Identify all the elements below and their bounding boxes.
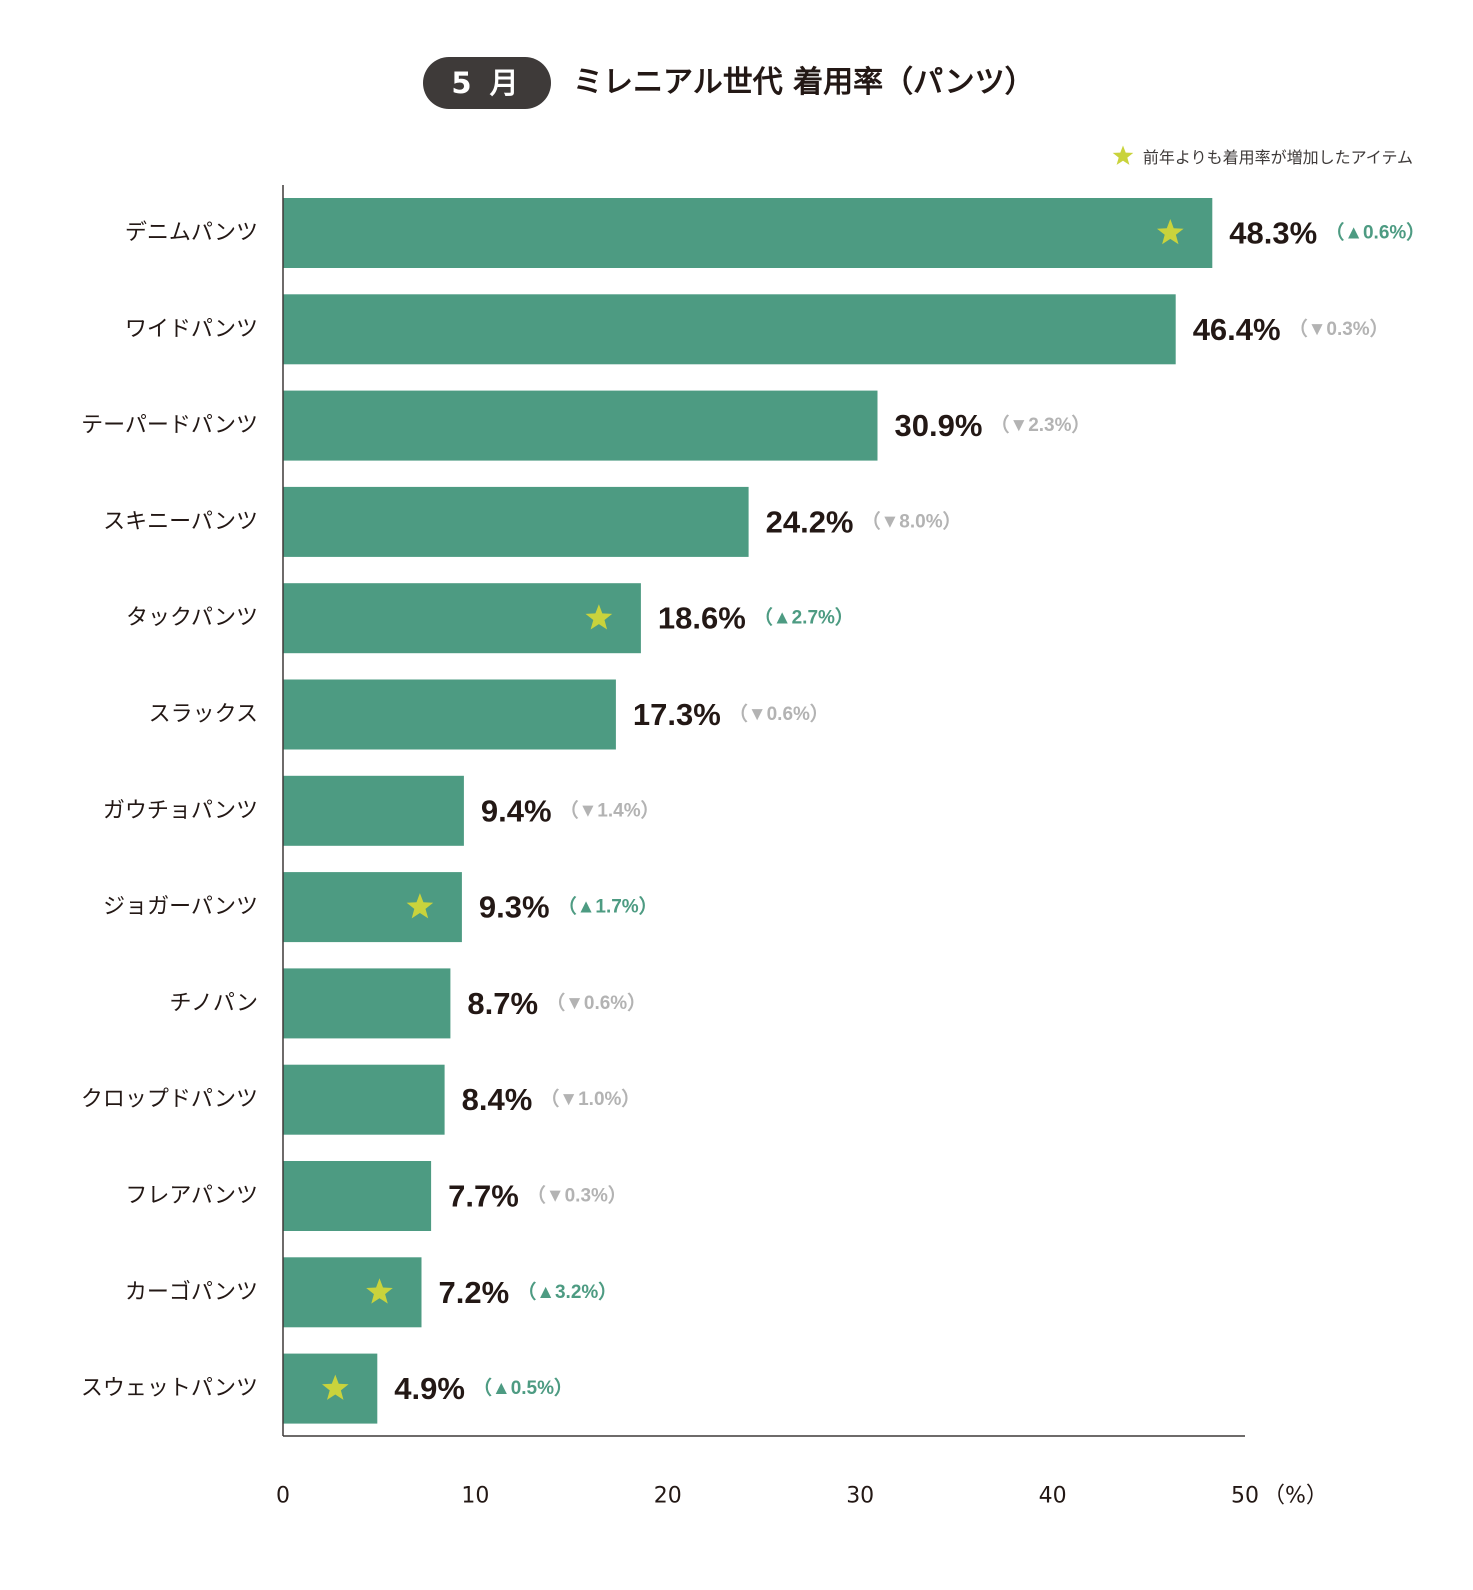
star-icon xyxy=(322,1374,349,1400)
bar xyxy=(283,1064,445,1135)
star-icon xyxy=(406,893,434,919)
change-label: （▼0.3%） xyxy=(1289,317,1389,340)
change-label: （▲0.6%） xyxy=(1325,221,1425,244)
value-label: 18.6% xyxy=(658,601,746,636)
category-label: タックパンツ xyxy=(126,606,258,631)
category-label: クロップドパンツ xyxy=(81,1087,258,1112)
bar xyxy=(283,872,462,943)
change-label: （▼1.4%） xyxy=(560,798,660,821)
category-label: ジョガーパンツ xyxy=(103,895,258,920)
change-label: （▲1.7%） xyxy=(558,895,658,918)
value-label: 46.4% xyxy=(1193,312,1281,347)
value-label: 7.2% xyxy=(439,1275,510,1310)
category-label: フレアパンツ xyxy=(125,1184,258,1209)
x-tick-label: 50 xyxy=(1231,1484,1259,1509)
change-label: （▲2.7%） xyxy=(754,606,854,629)
bar xyxy=(283,775,464,846)
value-label: 17.3% xyxy=(633,697,721,732)
value-label: 30.9% xyxy=(895,408,983,443)
change-label: （▼0.6%） xyxy=(729,702,829,725)
value-label: 48.3% xyxy=(1229,216,1317,251)
bar xyxy=(283,486,749,557)
bar xyxy=(283,583,641,654)
category-label: ガウチョパンツ xyxy=(103,798,258,823)
x-tick-label: 40 xyxy=(1039,1484,1067,1509)
chart-header: 5 月 ミレニアル世代 着用率（パンツ） xyxy=(0,57,1473,113)
star-icon xyxy=(585,604,613,630)
star-icon xyxy=(1112,145,1134,165)
change-label: （▼0.6%） xyxy=(546,991,646,1014)
x-tick-label: 10 xyxy=(461,1484,489,1509)
value-label: 7.7% xyxy=(448,1179,519,1214)
bar xyxy=(283,1257,422,1328)
star-icon xyxy=(1157,219,1184,245)
change-label: （▼1.0%） xyxy=(540,1087,640,1110)
category-label: スキニーパンツ xyxy=(103,509,258,534)
x-tick-label: 30 xyxy=(846,1484,874,1509)
change-label: （▼0.3%） xyxy=(527,1184,627,1207)
category-label: テーパードパンツ xyxy=(81,413,258,438)
category-label: デニムパンツ xyxy=(125,221,258,246)
x-tick-label: 20 xyxy=(654,1484,682,1509)
month-badge: 5 月 xyxy=(423,57,551,109)
bar xyxy=(283,390,878,461)
star-icon xyxy=(366,1278,393,1304)
value-label: 8.7% xyxy=(467,986,538,1021)
value-label: 9.3% xyxy=(479,890,550,925)
category-label: カーゴパンツ xyxy=(125,1280,258,1305)
category-label: スウェットパンツ xyxy=(81,1376,258,1401)
x-axis-unit: （%） xyxy=(1263,1484,1328,1509)
category-label: チノパン xyxy=(170,991,258,1016)
value-label: 9.4% xyxy=(481,793,552,828)
value-label: 24.2% xyxy=(766,504,854,539)
change-label: （▼2.3%） xyxy=(990,413,1090,436)
value-label: 4.9% xyxy=(394,1371,465,1406)
category-label: スラックス xyxy=(149,702,258,727)
category-label: ワイドパンツ xyxy=(125,317,258,342)
bar xyxy=(283,679,616,750)
value-label: 8.4% xyxy=(462,1082,533,1117)
chart-title: ミレニアル世代 着用率（パンツ） xyxy=(573,65,1035,100)
x-tick-label: 0 xyxy=(276,1484,290,1509)
change-label: （▲3.2%） xyxy=(517,1280,617,1303)
change-label: （▼8.0%） xyxy=(862,509,962,532)
legend-label: 前年よりも着用率が増加したアイテム xyxy=(1142,148,1413,167)
bar xyxy=(283,968,451,1039)
legend: 前年よりも着用率が増加したアイテム xyxy=(1111,144,1413,168)
bar xyxy=(283,1161,432,1231)
bar xyxy=(283,198,1213,268)
change-label: （▲0.5%） xyxy=(473,1376,573,1399)
bar xyxy=(283,294,1176,365)
